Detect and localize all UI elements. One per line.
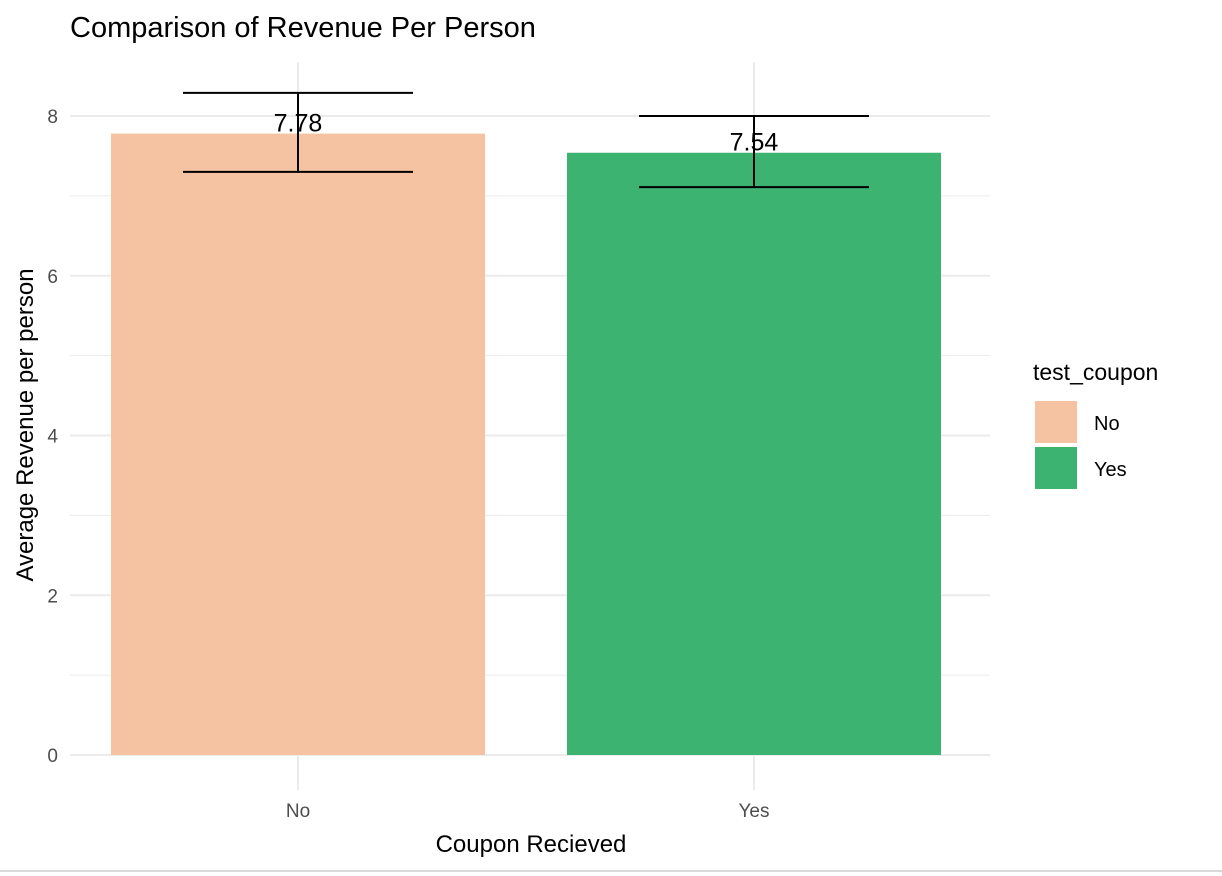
y-tick-label: 0 xyxy=(47,746,58,767)
legend-swatch-yes xyxy=(1035,447,1077,489)
x-tick-label: No xyxy=(286,801,310,822)
value-label: 7.78 xyxy=(274,110,323,138)
axes: 0 2 4 6 8 No Yes xyxy=(47,107,769,822)
chart-title: Comparison of Revenue Per Person xyxy=(70,12,536,44)
y-tick-label: 6 xyxy=(47,267,58,288)
y-tick-label: 4 xyxy=(47,427,58,448)
bar-no xyxy=(111,133,485,755)
bar-yes xyxy=(567,152,941,755)
value-labels: 7.78 7.54 xyxy=(274,110,779,157)
y-tick-label: 8 xyxy=(47,107,58,128)
error-bars xyxy=(183,91,869,189)
x-tick-label: Yes xyxy=(739,801,770,822)
legend-label: Yes xyxy=(1094,459,1127,481)
legend-title: test_coupon xyxy=(1033,359,1158,385)
y-axis-label: Average Revenue per person xyxy=(12,268,39,581)
bars xyxy=(111,133,941,755)
bottom-border xyxy=(0,870,1222,872)
value-label: 7.54 xyxy=(730,129,779,157)
x-axis-label: Coupon Recieved xyxy=(436,831,627,858)
legend: No Yes xyxy=(1035,401,1127,489)
y-tick-label: 2 xyxy=(47,586,58,607)
legend-label: No xyxy=(1094,413,1120,435)
legend-swatch-no xyxy=(1035,401,1077,443)
